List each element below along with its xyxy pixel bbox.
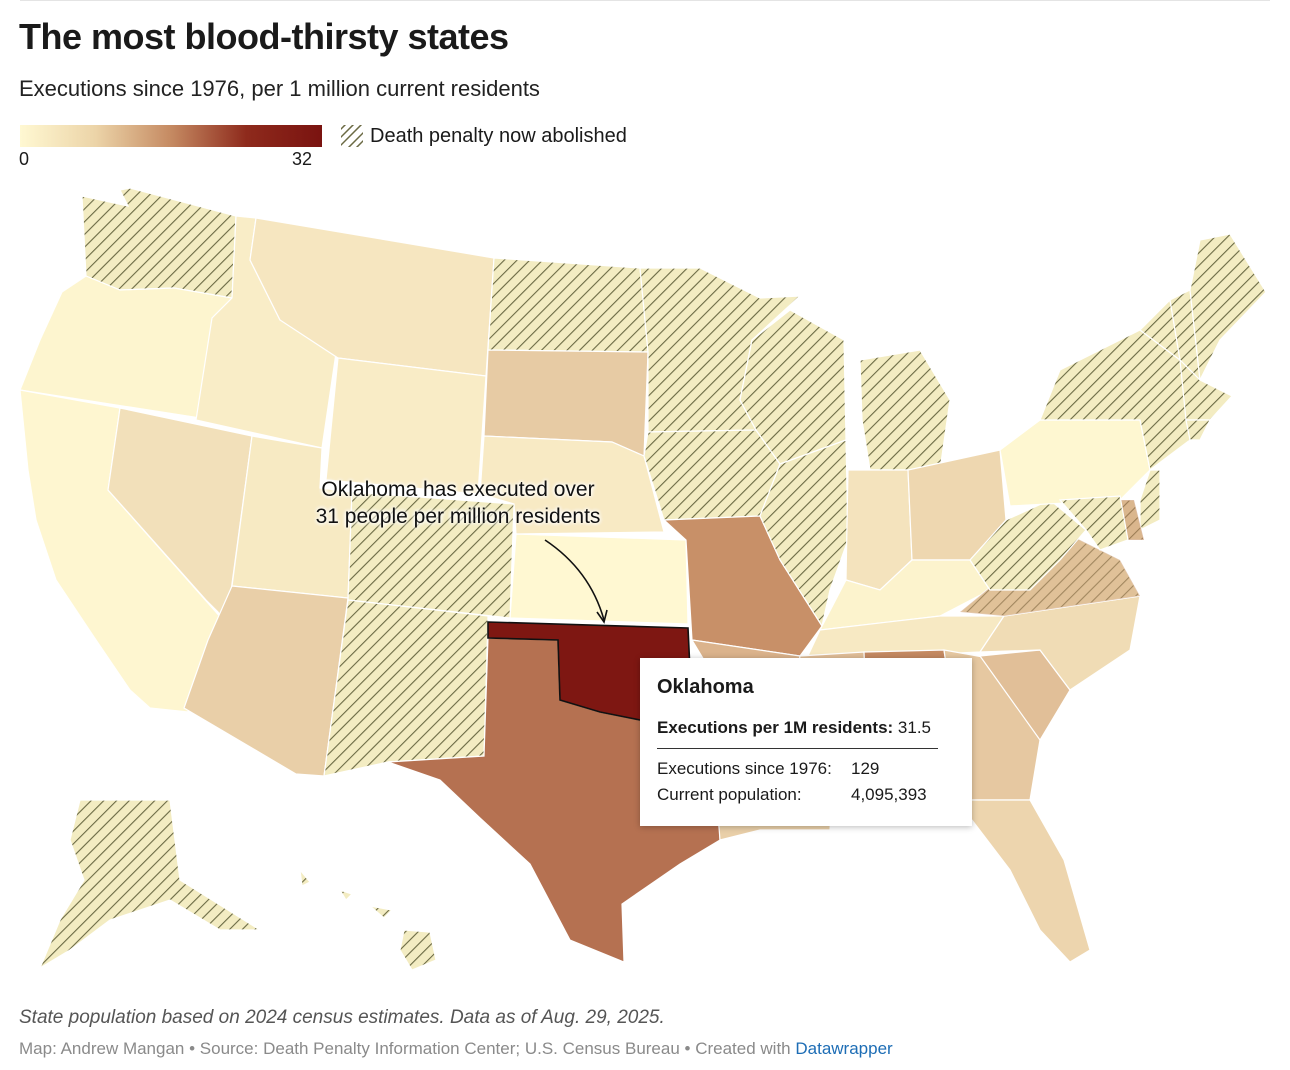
state-nm[interactable]: [324, 600, 488, 776]
hatch-legend-swatch: [341, 125, 363, 147]
top-rule: [20, 0, 1270, 1]
oklahoma-annotation: Oklahoma has executed over 31 people per…: [300, 476, 616, 530]
chart-subtitle: Executions since 1976, per 1 million cur…: [19, 76, 540, 102]
footnote: State population based on 2024 census es…: [19, 1007, 665, 1029]
state-ia[interactable]: [644, 430, 780, 520]
state-nj[interactable]: [1140, 470, 1160, 530]
datawrapper-link[interactable]: Datawrapper: [795, 1039, 892, 1058]
color-legend-bar: [20, 125, 322, 147]
tooltip-rate-value: 31.5: [898, 718, 931, 737]
state-wa[interactable]: [82, 188, 236, 298]
tooltip-pop-value: 4,095,393: [851, 785, 927, 805]
tooltip-pop-label: Current population:: [657, 785, 802, 805]
chart-title: The most blood-thirsty states: [19, 16, 509, 58]
tooltip-divider: [657, 748, 938, 749]
credits: Map: Andrew Mangan • Source: Death Penal…: [19, 1039, 893, 1059]
legend-min-label: 0: [19, 149, 29, 170]
state-tooltip: Oklahoma Executions per 1M residents: 31…: [640, 658, 972, 826]
tooltip-rate-label: Executions per 1M residents:: [657, 718, 893, 737]
state-mi[interactable]: [860, 350, 950, 470]
annotation-line-1: Oklahoma has executed over: [300, 476, 616, 503]
tooltip-exec-label: Executions since 1976:: [657, 759, 832, 779]
tooltip-state-name: Oklahoma: [657, 676, 754, 699]
state-hi[interactable]: [300, 870, 436, 970]
tooltip-exec-value: 129: [851, 759, 879, 779]
state-pa[interactable]: [1000, 420, 1150, 506]
state-ct[interactable]: [1186, 420, 1210, 440]
credit-text: Map: Andrew Mangan • Source: Death Penal…: [19, 1039, 795, 1058]
state-ak[interactable]: [40, 800, 260, 968]
state-me[interactable]: [1190, 234, 1266, 380]
legend-max-label: 32: [292, 149, 312, 170]
us-states-map: [0, 170, 1290, 980]
state-wy[interactable]: [326, 358, 486, 494]
tooltip-rate-row: Executions per 1M residents: 31.5: [657, 718, 931, 738]
annotation-line-2: 31 people per million residents: [300, 503, 616, 530]
states-layer: [20, 188, 1266, 970]
hatch-legend-label: Death penalty now abolished: [370, 125, 627, 148]
state-nd[interactable]: [488, 258, 648, 352]
state-ks[interactable]: [510, 534, 688, 624]
